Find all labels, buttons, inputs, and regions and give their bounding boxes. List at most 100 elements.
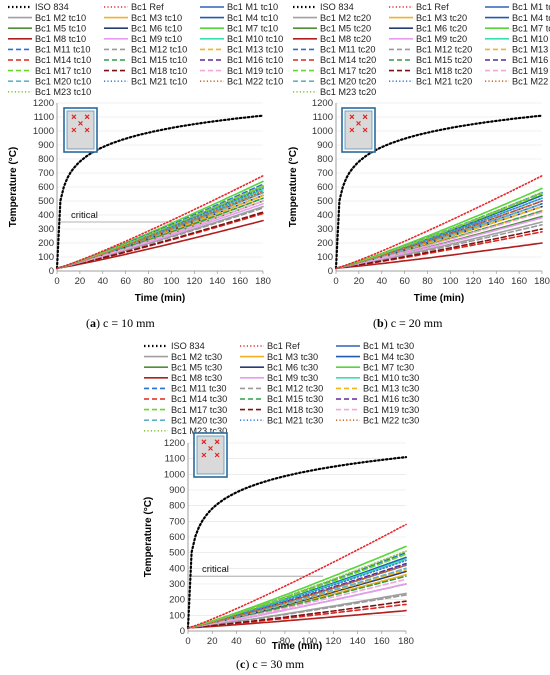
y-tick-label: 1100 (34, 112, 54, 123)
series-line-bc1-ref (56, 175, 264, 269)
series-line-bc1-m23-tc10 (56, 184, 264, 269)
rebar-marker (349, 114, 355, 120)
legend-label-bc1-m12-tc10: Bc1 M12 tc10 (131, 45, 187, 55)
caption-c: (c) c = 30 mm (236, 657, 305, 671)
x-tick-label: 40 (97, 276, 108, 287)
y-tick-label: 100 (317, 252, 333, 263)
y-tick-label: 900 (317, 140, 333, 151)
x-tick-label: 0 (333, 276, 338, 287)
x-tick-label: 40 (376, 276, 387, 287)
y-tick-label: 600 (169, 532, 185, 543)
x-axis-title: Time (min) (272, 641, 322, 652)
legend-label-bc1-m22-tc10: Bc1 M22 tc10 (227, 76, 283, 86)
series-line-iso-834 (186, 456, 408, 629)
series-line-bc1-ref (335, 175, 543, 269)
x-tick-label: 100 (443, 276, 459, 287)
x-tick-label: 140 (209, 276, 225, 287)
series-line-bc1-m18-tc10 (56, 211, 264, 269)
rebar-marker (214, 439, 220, 445)
y-tick-label: 1200 (312, 98, 333, 109)
series-line-bc1-m12-tc30 (187, 594, 407, 629)
series-line-bc1-m8-tc10 (56, 219, 264, 269)
section-inset (193, 432, 228, 478)
x-axis-title: Time (min) (135, 293, 185, 304)
caption-b: (b) c = 20 mm (373, 316, 443, 330)
legend-label-bc1-ref: Bc1 Ref (131, 2, 164, 12)
section-inset (341, 107, 376, 153)
series-line-bc1-m19-tc30 (187, 578, 407, 629)
x-tick-label: 40 (231, 636, 242, 647)
x-tick-label: 120 (186, 276, 202, 287)
y-tick-label: 800 (169, 501, 185, 512)
x-tick-label: 80 (280, 636, 291, 647)
legend-label-bc1-m17-tc30: Bc1 M17 tc30 (171, 405, 227, 415)
x-tick-label: 0 (54, 276, 59, 287)
y-tick-label: 1000 (164, 469, 185, 480)
x-tick-label: 80 (422, 276, 433, 287)
x-tick-label: 60 (255, 636, 266, 647)
legend-label-bc1-m19-tc10: Bc1 M19 tc10 (227, 66, 283, 76)
legend-label-bc1-m3-tc30: Bc1 M3 tc30 (267, 352, 318, 362)
legend-label-bc1-m15-tc30: Bc1 M15 tc30 (267, 394, 323, 404)
y-tick-label: 400 (38, 210, 54, 221)
legend-label-bc1-m18-tc10: Bc1 M18 tc10 (131, 66, 187, 76)
legend-label-bc1-m7-tc10: Bc1 M7 tc10 (227, 23, 278, 33)
x-tick-label: 100 (301, 636, 317, 647)
y-tick-label: 300 (38, 224, 54, 235)
y-tick-label: 100 (169, 610, 185, 621)
section-inner (344, 110, 373, 150)
legend-label-bc1-m8-tc10: Bc1 M8 tc10 (35, 34, 86, 44)
rebar-marker (201, 452, 207, 458)
series-line-bc1-m22-tc10 (56, 190, 264, 269)
legend-label-bc1-m14-tc30: Bc1 M14 tc30 (171, 394, 227, 404)
legend-label-bc1-m3-tc10: Bc1 M3 tc10 (131, 13, 182, 23)
series-line-bc1-m23-tc30 (187, 550, 407, 629)
legend-label-bc1-m13-tc20: Bc1 M13 tc20 (512, 45, 550, 55)
legend-label-bc1-m21-tc30: Bc1 M21 tc30 (267, 415, 323, 425)
y-tick-label: 800 (317, 154, 333, 165)
y-tick-label: 700 (38, 168, 54, 179)
legend-label-bc1-m9-tc30: Bc1 M9 tc30 (267, 373, 318, 383)
legend-label-bc1-m15-tc20: Bc1 M15 tc20 (416, 55, 472, 65)
y-tick-label: 1200 (164, 438, 185, 449)
caption-a: (a) c = 10 mm (86, 316, 155, 330)
legend-label-bc1-m4-tc20: Bc1 M4 tc20 (512, 13, 550, 23)
legend-label-bc1-m1-tc20: Bc1 M1 tc20 (512, 2, 550, 12)
y-tick-label: 100 (38, 252, 54, 263)
legend-label-bc1-m11-tc30: Bc1 M11 tc30 (171, 384, 227, 394)
legend-label-bc1-m10-tc20: Bc1 M10 tc20 (512, 34, 550, 44)
legend-label-bc1-m19-tc30: Bc1 M19 tc30 (363, 405, 419, 415)
series-line-bc1-m19-tc20 (335, 211, 543, 269)
y-tick-label: 900 (169, 485, 185, 496)
legend-label-bc1-m2-tc20: Bc1 M2 tc20 (320, 13, 371, 23)
series-line-bc1-m22-tc20 (335, 200, 543, 269)
legend-label-bc1-m10-tc10: Bc1 M10 tc10 (227, 34, 283, 44)
series-line-bc1-ref (187, 523, 407, 629)
y-tick-label: 700 (169, 516, 185, 527)
y-tick-label: 0 (49, 266, 54, 277)
x-tick-label: 60 (399, 276, 410, 287)
x-tick-label: 180 (398, 636, 414, 647)
legend-label-bc1-m16-tc20: Bc1 M16 tc20 (512, 55, 550, 65)
series-line-bc1-m23-tc20 (335, 191, 543, 269)
legend-label-bc1-m6-tc10: Bc1 M6 tc10 (131, 23, 182, 33)
series-line-iso-834 (55, 114, 265, 270)
rebar-marker (84, 114, 90, 120)
y-tick-label: 200 (169, 595, 185, 606)
legend-label-bc1-m16-tc30: Bc1 M16 tc30 (363, 394, 419, 404)
x-tick-label: 0 (185, 636, 190, 647)
series-line-bc1-m8-tc30 (187, 609, 407, 629)
y-tick-label: 600 (317, 182, 333, 193)
x-tick-label: 160 (232, 276, 248, 287)
rebar-marker (362, 114, 368, 120)
x-tick-label: 60 (120, 276, 131, 287)
legend-label-bc1-m23-tc30: Bc1 M23 tc30 (171, 426, 227, 436)
y-tick-label: 800 (38, 154, 54, 165)
legend-label-bc1-m2-tc30: Bc1 M2 tc30 (171, 352, 222, 362)
x-tick-label: 120 (465, 276, 481, 287)
section-inset (63, 107, 98, 153)
y-tick-label: 1200 (33, 98, 54, 109)
y-axis-title: Temperature (°C) (288, 147, 299, 228)
y-tick-label: 500 (38, 196, 54, 207)
